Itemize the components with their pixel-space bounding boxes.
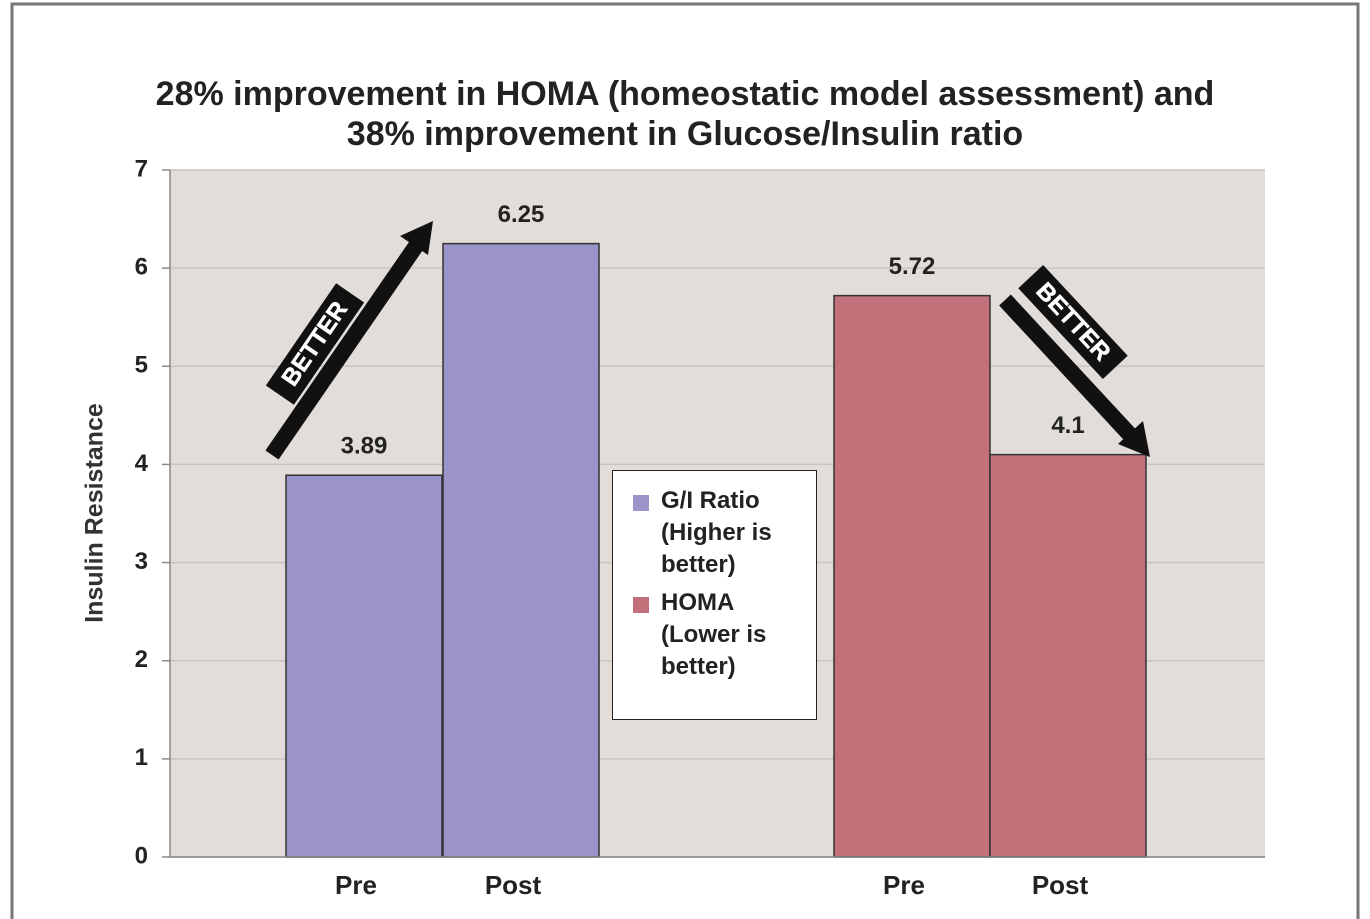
x-tick-label: Pre bbox=[335, 870, 377, 900]
legend: G/I Ratio (Higher is better) HOMA (Lower … bbox=[612, 470, 817, 720]
y-tick-label: 7 bbox=[135, 155, 148, 182]
data-label: 4.1 bbox=[1051, 412, 1084, 439]
legend-item: G/I Ratio (Higher is better) bbox=[623, 485, 806, 581]
x-tick-label: Post bbox=[485, 870, 542, 900]
data-label: 6.25 bbox=[498, 201, 545, 228]
data-label: 3.89 bbox=[341, 433, 388, 460]
legend-swatch bbox=[633, 597, 649, 613]
chart-title: 38% improvement in Glucose/Insulin ratio bbox=[347, 115, 1023, 153]
data-label: 5.72 bbox=[889, 253, 936, 280]
y-tick-label: 0 bbox=[135, 842, 148, 869]
legend-swatch bbox=[633, 495, 649, 511]
bar bbox=[285, 474, 443, 858]
y-tick-label: 5 bbox=[135, 352, 148, 379]
y-tick-label: 6 bbox=[135, 253, 148, 280]
y-tick-label: 2 bbox=[135, 646, 148, 673]
bar bbox=[442, 242, 600, 858]
legend-label: HOMA (Lower is better) bbox=[661, 589, 767, 680]
y-tick-label: 1 bbox=[135, 744, 148, 771]
bar bbox=[833, 294, 991, 858]
y-tick-label: 4 bbox=[135, 450, 149, 477]
arrow: BETTER bbox=[265, 221, 433, 460]
y-tick-label: 3 bbox=[135, 548, 148, 575]
x-tick-label: Pre bbox=[883, 870, 925, 900]
x-tick-label: Post bbox=[1032, 870, 1089, 900]
y-axis-label: Insulin Resistance bbox=[81, 403, 109, 623]
legend-label: G/I Ratio (Higher is better) bbox=[661, 487, 772, 578]
bar bbox=[989, 453, 1147, 858]
legend-item: HOMA (Lower is better) bbox=[623, 587, 806, 683]
chart-title: 28% improvement in HOMA (homeostatic mod… bbox=[156, 75, 1215, 113]
